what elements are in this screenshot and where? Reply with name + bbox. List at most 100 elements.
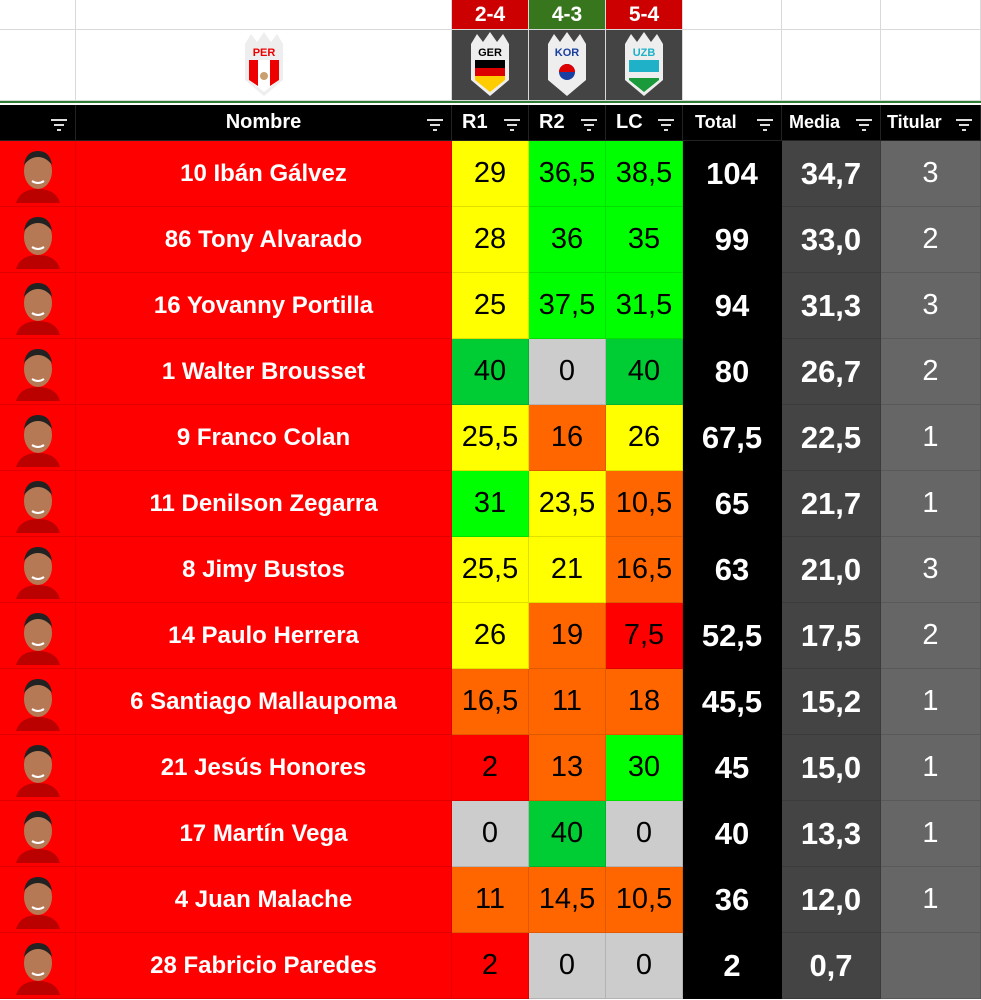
player-name: 16 Yovanny Portilla [76,273,452,339]
header-total: Total [683,105,782,141]
germany-crest-icon: GER [471,32,509,96]
titular-count: 3 [881,141,981,207]
media-score: 0,7 [782,933,881,999]
player-face-icon [15,612,60,665]
korea-crest-icon: KOR [548,32,586,96]
player-photo [0,339,76,405]
header-lc: LC [606,105,683,141]
total-score: 104 [683,141,782,207]
r2-score: 40 [529,801,606,867]
filter-icon[interactable] [51,119,67,134]
player-photo [0,867,76,933]
total-score: 65 [683,471,782,537]
filter-icon[interactable] [956,119,972,134]
total-score: 36 [683,867,782,933]
header-r2: R2 [529,105,606,141]
filter-icon[interactable] [658,119,674,134]
player-row: 9 Franco Colan 25,5 16 26 67,5 22,5 1 [0,405,981,471]
total-score: 45 [683,735,782,801]
total-score: 52,5 [683,603,782,669]
player-photo [0,405,76,471]
player-face-icon [15,810,60,863]
player-name: 21 Jesús Honores [76,735,452,801]
peru-crest-icon: PER [244,32,283,96]
r2-score: 36 [529,207,606,273]
titular-count: 3 [881,537,981,603]
total-score: 99 [683,207,782,273]
r1-score: 40 [452,339,529,405]
media-score: 34,7 [782,141,881,207]
svg-text:PER: PER [252,47,275,59]
r2-score: 14,5 [529,867,606,933]
lc-score: 16,5 [606,537,683,603]
player-name: 17 Martín Vega [76,801,452,867]
player-photo [0,933,76,999]
score-r1: 2-4 [452,0,529,30]
player-face-icon [15,546,60,599]
player-name: 4 Juan Malache [76,867,452,933]
player-name: 11 Denilson Zegarra [76,471,452,537]
player-row: 16 Yovanny Portilla 25 37,5 31,5 94 31,3… [0,273,981,339]
header-titular: Titular [881,105,981,141]
logo-row: PER GER KOR UZB [0,30,981,103]
media-score: 22,5 [782,405,881,471]
lc-score: 10,5 [606,867,683,933]
total-score: 40 [683,801,782,867]
media-score: 17,5 [782,603,881,669]
media-score: 31,3 [782,273,881,339]
total-score: 80 [683,339,782,405]
player-name: 6 Santiago Mallaupoma [76,669,452,735]
player-face-icon [15,216,60,269]
player-row: 4 Juan Malache 11 14,5 10,5 36 12,0 1 [0,867,981,933]
total-score: 67,5 [683,405,782,471]
lc-score: 10,5 [606,471,683,537]
filter-icon[interactable] [856,119,872,134]
player-photo [0,207,76,273]
svg-text:UZB: UZB [633,47,656,59]
player-face-icon [15,942,60,995]
filter-icon[interactable] [581,119,597,134]
player-name: 86 Tony Alvarado [76,207,452,273]
r2-score: 23,5 [529,471,606,537]
r2-score: 16 [529,405,606,471]
player-row: 86 Tony Alvarado 28 36 35 99 33,0 2 [0,207,981,273]
titular-count [881,933,981,999]
player-photo [0,141,76,207]
lc-score: 31,5 [606,273,683,339]
total-score: 63 [683,537,782,603]
media-score: 15,2 [782,669,881,735]
total-score: 2 [683,933,782,999]
player-face-icon [15,348,60,401]
score-r2: 4-3 [529,0,606,30]
lc-score: 30 [606,735,683,801]
filter-icon[interactable] [757,119,773,134]
uzbekistan-crest-icon: UZB [625,32,663,96]
r1-score: 0 [452,801,529,867]
player-photo [0,669,76,735]
titular-count: 1 [881,735,981,801]
player-photo [0,603,76,669]
player-photo [0,471,76,537]
player-name: 10 Ibán Gálvez [76,141,452,207]
lc-score: 7,5 [606,603,683,669]
header-nombre: Nombre [76,105,452,141]
header-row: Nombre R1 R2 LC Total Media Titular [0,105,981,141]
lc-score: 38,5 [606,141,683,207]
player-photo [0,537,76,603]
r1-score: 25,5 [452,405,529,471]
player-name: 8 Jimy Bustos [76,537,452,603]
score-row: 2-4 4-3 5-4 [0,0,981,30]
filter-icon[interactable] [427,119,443,134]
header-r1: R1 [452,105,529,141]
media-score: 33,0 [782,207,881,273]
player-face-icon [15,150,60,203]
player-row: 8 Jimy Bustos 25,5 21 16,5 63 21,0 3 [0,537,981,603]
media-score: 21,0 [782,537,881,603]
r1-score: 25,5 [452,537,529,603]
titular-count: 1 [881,405,981,471]
r1-score: 11 [452,867,529,933]
player-face-icon [15,678,60,731]
filter-icon[interactable] [504,119,520,134]
svg-text:KOR: KOR [555,47,580,59]
r2-score: 36,5 [529,141,606,207]
